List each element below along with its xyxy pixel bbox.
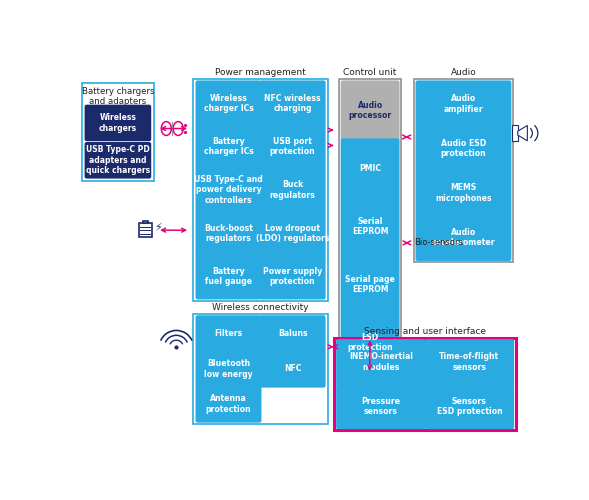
- Bar: [193, 79, 328, 300]
- Text: Low dropout
(LDO) regulators: Low dropout (LDO) regulators: [256, 224, 329, 243]
- Text: Wireless connectivity: Wireless connectivity: [212, 303, 309, 312]
- Text: Time-of-flight
sensors: Time-of-flight sensors: [439, 352, 499, 372]
- FancyBboxPatch shape: [196, 80, 262, 126]
- FancyBboxPatch shape: [415, 125, 511, 172]
- FancyBboxPatch shape: [425, 339, 514, 385]
- Text: Antenna
protection: Antenna protection: [206, 394, 252, 413]
- Text: Serial
EEPROM: Serial EEPROM: [352, 217, 388, 236]
- Text: Bluetooth
low energy: Bluetooth low energy: [204, 360, 253, 378]
- Text: Buck
regulators: Buck regulators: [270, 180, 316, 200]
- Text: Audio
processor: Audio processor: [349, 101, 392, 120]
- Bar: [512, 126, 518, 141]
- Text: USB Type-C and
power delivery
controllers: USB Type-C and power delivery controller…: [194, 175, 263, 205]
- Polygon shape: [518, 126, 527, 141]
- FancyBboxPatch shape: [260, 254, 326, 300]
- Text: Control unit: Control unit: [343, 68, 397, 77]
- FancyBboxPatch shape: [340, 80, 399, 140]
- Text: Audio ESD
protection: Audio ESD protection: [441, 138, 487, 158]
- FancyBboxPatch shape: [336, 339, 426, 385]
- Text: ESD
protection: ESD protection: [348, 333, 393, 352]
- Text: MEMS
microphones: MEMS microphones: [435, 184, 492, 203]
- FancyBboxPatch shape: [340, 138, 399, 198]
- Text: USB Type-C PD
adapters and
quick chargers: USB Type-C PD adapters and quick charger…: [86, 146, 150, 175]
- FancyBboxPatch shape: [260, 80, 326, 126]
- FancyBboxPatch shape: [260, 167, 326, 213]
- Bar: [143, 220, 148, 223]
- Bar: [82, 83, 154, 182]
- FancyBboxPatch shape: [196, 124, 262, 170]
- Text: Wireless
charger ICs: Wireless charger ICs: [204, 94, 253, 113]
- Text: NFC wireless
charging: NFC wireless charging: [264, 94, 321, 113]
- Text: Power supply
protection: Power supply protection: [263, 267, 322, 286]
- Text: Audio: Audio: [451, 68, 477, 77]
- FancyBboxPatch shape: [196, 210, 262, 256]
- Text: Audio
amplifier: Audio amplifier: [444, 94, 484, 114]
- Text: ⚡: ⚡: [154, 223, 162, 233]
- FancyBboxPatch shape: [425, 384, 514, 429]
- FancyBboxPatch shape: [85, 142, 151, 178]
- Bar: [139, 223, 152, 237]
- Text: Power management: Power management: [215, 68, 306, 77]
- Text: Pressure
sensors: Pressure sensors: [361, 396, 401, 416]
- Text: USB port
protection: USB port protection: [270, 137, 316, 156]
- Bar: [413, 79, 513, 262]
- Text: Filters: Filters: [214, 330, 243, 338]
- FancyBboxPatch shape: [196, 386, 262, 422]
- Text: NFC: NFC: [284, 364, 302, 374]
- FancyBboxPatch shape: [415, 214, 511, 261]
- Text: Wireless
chargers: Wireless chargers: [99, 113, 137, 132]
- Text: Sensors
ESD protection: Sensors ESD protection: [436, 396, 502, 416]
- Text: Audio
accelerometer: Audio accelerometer: [432, 228, 495, 247]
- FancyBboxPatch shape: [196, 254, 262, 300]
- FancyBboxPatch shape: [196, 167, 262, 213]
- FancyBboxPatch shape: [340, 196, 399, 256]
- Text: Battery chargers
and adapters: Battery chargers and adapters: [82, 87, 154, 106]
- Text: Bio-sensors: Bio-sensors: [413, 238, 462, 248]
- Text: INEMO-inertial
modules: INEMO-inertial modules: [349, 352, 413, 372]
- Bar: [334, 338, 517, 430]
- Text: Baluns: Baluns: [278, 330, 307, 338]
- Text: Sensing and user interface: Sensing and user interface: [364, 326, 486, 336]
- FancyBboxPatch shape: [336, 384, 426, 429]
- Bar: [339, 79, 401, 374]
- FancyBboxPatch shape: [260, 350, 326, 388]
- Bar: [193, 314, 328, 424]
- FancyBboxPatch shape: [260, 316, 326, 352]
- Text: Serial page
EEPROM: Serial page EEPROM: [345, 275, 395, 294]
- FancyBboxPatch shape: [260, 124, 326, 170]
- FancyBboxPatch shape: [415, 80, 511, 128]
- FancyBboxPatch shape: [196, 350, 262, 388]
- FancyBboxPatch shape: [85, 104, 151, 141]
- Text: Buck-boost
regulators: Buck-boost regulators: [204, 224, 253, 243]
- Text: Battery
charger ICs: Battery charger ICs: [204, 137, 253, 156]
- Text: PMIC: PMIC: [359, 164, 381, 173]
- FancyBboxPatch shape: [415, 170, 511, 216]
- FancyBboxPatch shape: [196, 316, 262, 352]
- FancyBboxPatch shape: [340, 254, 399, 314]
- FancyBboxPatch shape: [340, 312, 399, 372]
- FancyBboxPatch shape: [260, 210, 326, 256]
- Text: Battery
fuel gauge: Battery fuel gauge: [205, 267, 252, 286]
